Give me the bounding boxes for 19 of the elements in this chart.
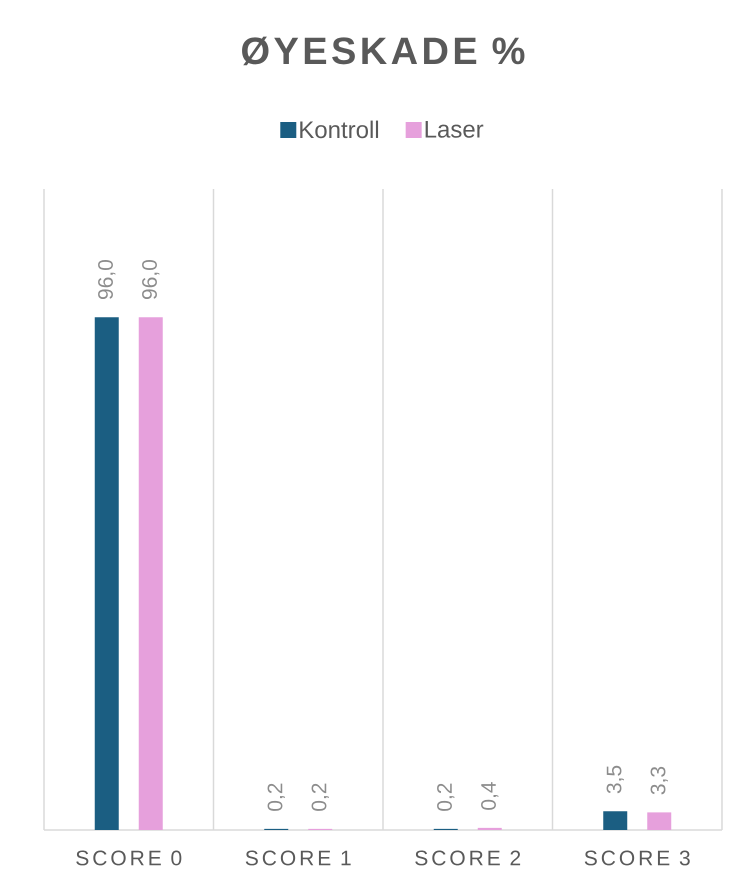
bar bbox=[647, 812, 672, 830]
data-label: 96,0 bbox=[98, 260, 116, 300]
x-tick-label: SCORE 3 bbox=[584, 850, 690, 866]
data-label: 0,2 bbox=[312, 784, 329, 811]
data-label: 0,2 bbox=[268, 784, 285, 811]
bar bbox=[138, 317, 163, 830]
x-tick-label: SCORE 0 bbox=[76, 850, 182, 866]
legend-label: Laser bbox=[426, 121, 484, 138]
x-tick-label: SCORE 1 bbox=[246, 850, 351, 866]
data-label: 96,0 bbox=[142, 260, 160, 300]
x-tick-label: SCORE 2 bbox=[415, 850, 520, 866]
data-label: 0,4 bbox=[481, 782, 498, 810]
data-label: 3,5 bbox=[606, 766, 624, 794]
legend-label: Kontroll bbox=[300, 120, 378, 138]
bar bbox=[603, 811, 628, 830]
chart-title: ØYESKADE % bbox=[242, 36, 524, 66]
bar bbox=[94, 317, 119, 830]
data-label: 0,2 bbox=[437, 784, 454, 811]
data-label: 3,3 bbox=[650, 766, 668, 794]
